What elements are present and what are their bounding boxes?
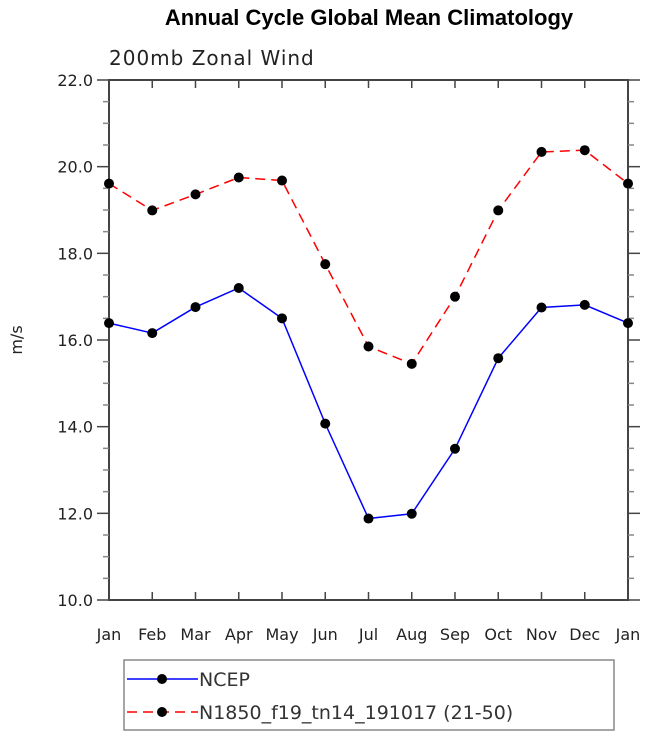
legend-marker: [157, 674, 167, 684]
y-tick-label: 10.0: [57, 591, 93, 610]
x-tick-label: Jan: [96, 625, 122, 644]
chart-title: Annual Cycle Global Mean Climatology: [165, 5, 574, 30]
series-line-0: [108, 287, 629, 520]
data-point: [579, 145, 590, 156]
data-point: [233, 172, 244, 183]
y-tick-label: 16.0: [57, 331, 93, 350]
x-tick-label: Apr: [225, 625, 253, 644]
data-point: [623, 178, 633, 189]
legend-box: [123, 659, 615, 731]
x-tick-label: Jun: [312, 625, 338, 644]
data-point: [536, 146, 547, 157]
data-point: [450, 291, 460, 302]
x-tick-label: Dec: [569, 625, 600, 644]
x-tick-label: Feb: [138, 625, 166, 644]
data-point: [623, 318, 633, 329]
data-point: [147, 205, 158, 216]
x-tick-label: Jan: [615, 625, 641, 644]
data-point: [579, 299, 590, 310]
x-tick-label: Sep: [440, 625, 470, 644]
data-point: [233, 283, 244, 293]
data-point: [320, 418, 331, 429]
y-axis-label: m/s: [7, 325, 26, 354]
y-tick-label: 20.0: [57, 158, 93, 177]
data-point: [104, 318, 114, 329]
data-point: [104, 178, 114, 189]
y-tick-label: 18.0: [57, 244, 93, 263]
x-tick-label: Aug: [396, 625, 427, 644]
legend-marker: [157, 707, 167, 717]
data-point: [147, 328, 158, 339]
chart-subtitle: 200mb Zonal Wind: [109, 46, 315, 70]
data-point: [277, 175, 287, 186]
data-point: [406, 358, 417, 369]
legend-label: NCEP: [199, 669, 250, 691]
data-point: [450, 443, 460, 454]
data-point: [363, 513, 374, 524]
data-point: [536, 302, 547, 313]
data-point: [190, 302, 201, 313]
data-point: [363, 341, 374, 352]
x-tick-label: Mar: [180, 625, 211, 644]
data-point: [493, 353, 504, 364]
data-point: [493, 205, 504, 216]
x-tick-label: Jul: [358, 625, 378, 644]
x-tick-label: Oct: [484, 625, 512, 644]
series-line-1: [108, 149, 629, 365]
y-tick-label: 12.0: [57, 504, 93, 523]
legend-label: N1850_f19_tn14_191017 (21-50): [199, 702, 513, 724]
x-tick-label: Nov: [526, 625, 557, 644]
data-point: [406, 508, 417, 519]
x-tick-label: May: [265, 625, 298, 644]
data-point: [320, 259, 331, 270]
y-tick-label: 14.0: [57, 418, 93, 437]
data-point: [190, 189, 201, 200]
y-tick-label: 22.0: [57, 71, 93, 90]
data-point: [277, 313, 287, 324]
